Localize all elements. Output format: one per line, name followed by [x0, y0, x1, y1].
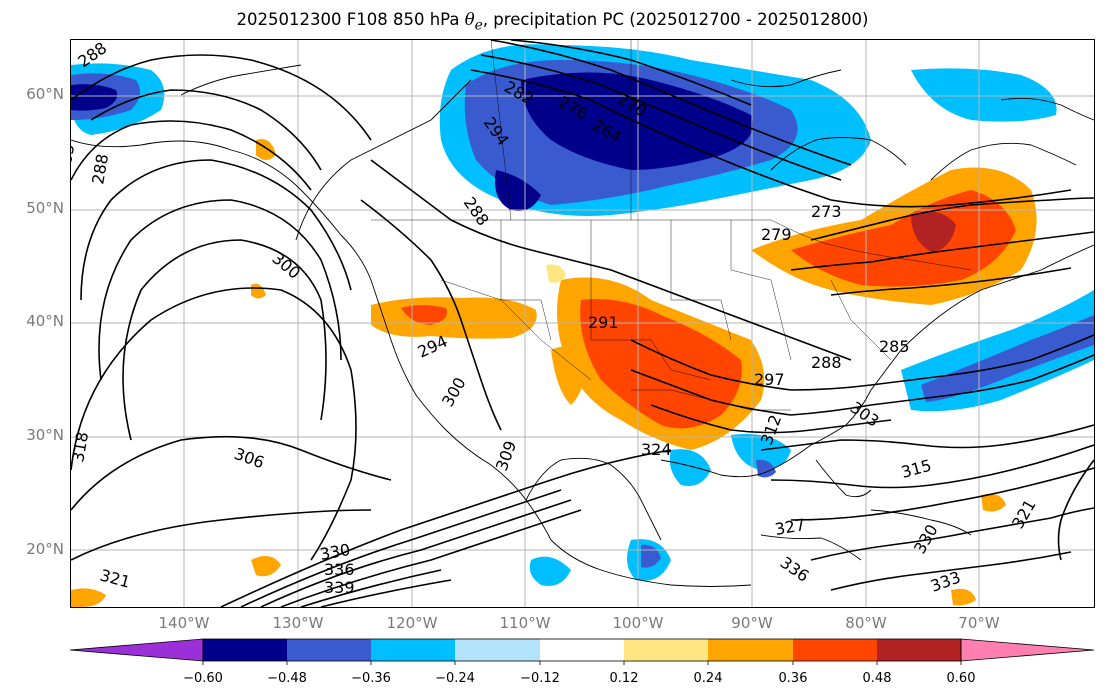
- lat-label: 30°N: [26, 426, 64, 444]
- lon-label: 120°W: [386, 614, 438, 632]
- contour-label: 339: [324, 578, 355, 597]
- contour-label: 285: [879, 337, 910, 356]
- colorbar-tick-label: 0.24: [693, 671, 723, 686]
- map-canvas: 288 285 288 282 276 270 264 294 288 300 …: [71, 40, 1094, 607]
- colorbar: [69, 638, 1095, 665]
- colorbar-tick-label: 0.36: [778, 671, 808, 686]
- lon-label: 70°W: [958, 614, 1000, 632]
- lat-label: 50°N: [26, 199, 64, 217]
- theta-e-contours: [71, 40, 1094, 607]
- contour-label: 324: [641, 440, 672, 459]
- lon-label: 100°W: [612, 614, 664, 632]
- colorbar-segment: [540, 639, 624, 661]
- colorbar-segment: [371, 639, 455, 661]
- colorbar-segment: [624, 639, 708, 661]
- graticule: [71, 40, 1094, 607]
- colorbar-tick-label: −0.24: [435, 671, 475, 686]
- lon-label: 130°W: [272, 614, 324, 632]
- contour-label: 297: [754, 370, 785, 389]
- contour-label: 273: [811, 202, 842, 221]
- colorbar-tick-label: 0.12: [609, 671, 639, 686]
- colorbar-tick-label: −0.12: [520, 671, 560, 686]
- lon-label: 90°W: [731, 614, 773, 632]
- lat-label: 60°N: [26, 85, 64, 103]
- contour-label: 279: [761, 225, 792, 244]
- colorbar-segment: [287, 639, 371, 661]
- contour-label: 318: [71, 430, 92, 463]
- contour-label: 291: [588, 313, 619, 332]
- colorbar-segment: [203, 639, 287, 661]
- colorbar-segment: [708, 639, 793, 661]
- contour-label: 288: [811, 353, 842, 372]
- colorbar-over-arrow: [960, 638, 1095, 662]
- colorbar-tick-label: −0.36: [351, 671, 391, 686]
- pos-region-west: [371, 297, 537, 339]
- lon-label: 110°W: [499, 614, 551, 632]
- contour-label: 285: [71, 142, 78, 175]
- lon-label: 80°W: [845, 614, 887, 632]
- colorbar-segment: [793, 639, 877, 661]
- colorbar-tick-label: 0.48: [862, 671, 892, 686]
- colorbar-tick-label: −0.48: [267, 671, 307, 686]
- contour-label: 336: [324, 560, 355, 579]
- map-title: 2025012300 F108 850 hPa θe, precipitatio…: [236, 10, 869, 34]
- map-panel: 288 285 288 282 276 270 264 294 288 300 …: [71, 40, 1094, 607]
- colorbar-tick-label: −0.60: [183, 671, 223, 686]
- lon-label: 140°W: [158, 614, 210, 632]
- colorbar-tick-label: 0.60: [946, 671, 976, 686]
- lat-label: 20°N: [26, 540, 64, 558]
- colorbar-segment: [877, 639, 961, 661]
- colorbar-segment: [455, 639, 540, 661]
- lat-label: 40°N: [26, 312, 64, 330]
- colorbar-under-arrow: [69, 638, 204, 662]
